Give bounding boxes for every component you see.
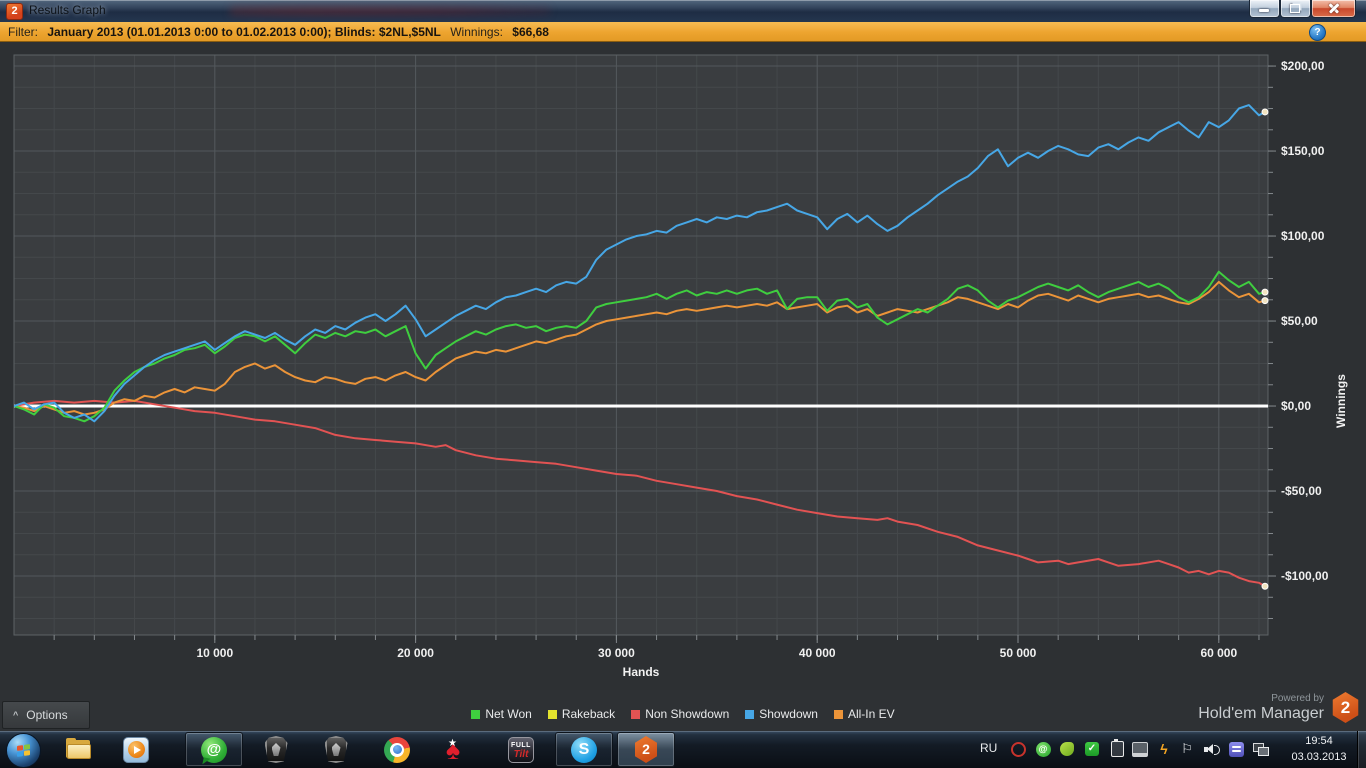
- taskbar-item-full-tilt[interactable]: FULL Tilt: [492, 732, 550, 767]
- action-center-flag-icon[interactable]: ⚐: [1181, 741, 1193, 756]
- close-button[interactable]: [1311, 0, 1356, 18]
- svg-text:$50,00: $50,00: [1281, 314, 1318, 328]
- volume-icon[interactable]: [1203, 741, 1220, 757]
- help-icon[interactable]: ?: [1309, 24, 1326, 41]
- minimize-button[interactable]: [1249, 0, 1280, 18]
- non-showdown-swatch-icon: [631, 709, 641, 719]
- green-leaf-tray-icon[interactable]: [1059, 741, 1075, 757]
- powered-by-brand[interactable]: Powered by Hold'em Manager 2: [1198, 692, 1360, 723]
- windows-logo-icon: [17, 744, 30, 757]
- taskbar-item-skype[interactable]: S: [555, 732, 613, 767]
- minimize-icon: [1259, 9, 1269, 12]
- winnings-value: $66,68: [512, 25, 549, 39]
- show-desktop-button[interactable]: [1357, 731, 1366, 768]
- pokerstars-spade-icon: ♠ ★: [445, 734, 461, 765]
- taskbar-clock[interactable]: 19:54 03.03.2013: [1280, 733, 1358, 765]
- mailru-agent-icon: @: [201, 736, 227, 763]
- filter-bar[interactable]: Filter: January 2013 (01.01.2013 0:00 to…: [0, 22, 1366, 42]
- taskbar-item-media-player[interactable]: [107, 732, 165, 767]
- chevron-up-icon: ^: [13, 710, 19, 720]
- powered-by-label: Powered by: [1271, 692, 1324, 704]
- world-of-tanks-icon: [324, 736, 348, 763]
- svg-text:10 000: 10 000: [196, 646, 233, 660]
- title-bar: 2 Results Graph: [0, 0, 1366, 22]
- full-tilt-icon: FULL Tilt: [508, 736, 534, 763]
- restore-icon: [1290, 4, 1300, 13]
- messenger-alert-tray-icon[interactable]: ϟ: [1160, 741, 1168, 757]
- skype-icon: S: [571, 736, 597, 763]
- update-check-tray-icon[interactable]: ✓: [1084, 741, 1100, 757]
- brand-name: Hold'em Manager: [1198, 704, 1324, 722]
- taskbar-item-world-of-tanks-2[interactable]: [307, 732, 365, 767]
- all-in-ev-swatch-icon: [833, 709, 843, 719]
- filter-value: January 2013 (01.01.2013 0:00 to 01.02.2…: [47, 25, 441, 39]
- svg-text:50 000: 50 000: [1000, 646, 1037, 660]
- holdem-manager-logo-icon: 2: [1332, 692, 1359, 723]
- x-axis-title: Hands: [622, 665, 660, 679]
- punto-switcher-tray-icon[interactable]: [1228, 741, 1244, 757]
- legend-item-all-in-ev[interactable]: All-In EV: [833, 707, 895, 721]
- window-title: Results Graph: [29, 3, 106, 17]
- rakeback-swatch-icon: [547, 709, 557, 719]
- language-indicator[interactable]: RU: [980, 741, 998, 755]
- svg-text:60 000: 60 000: [1200, 646, 1237, 660]
- holdem-manager-app-icon: 2: [6, 3, 23, 20]
- window-controls: [1249, 0, 1356, 18]
- mailru-tray-icon[interactable]: @: [1035, 741, 1051, 757]
- net-won-swatch-icon: [471, 709, 481, 719]
- legend-item-showdown[interactable]: Showdown: [745, 707, 818, 721]
- taskbar-item-pokerstars[interactable]: ♠ ★: [424, 732, 482, 767]
- svg-text:$200,00: $200,00: [1281, 59, 1325, 73]
- showdown-swatch-icon: [745, 709, 755, 719]
- legend-item-rakeback[interactable]: Rakeback: [547, 707, 615, 721]
- chart-legend: Net Won Rakeback Non Showdown Showdown A…: [0, 707, 1366, 721]
- bottom-bar: ^ Options Net Won Rakeback Non Showdown …: [0, 690, 1366, 731]
- svg-text:$150,00: $150,00: [1281, 144, 1325, 158]
- holdem-manager-icon: 2: [635, 736, 657, 763]
- clock-time: 19:54: [1305, 735, 1333, 747]
- options-label: Options: [26, 708, 68, 722]
- clock-date: 03.03.2013: [1291, 751, 1347, 763]
- taskbar-item-holdem-manager[interactable]: 2: [617, 732, 675, 767]
- taskbar-item-chrome[interactable]: [368, 732, 426, 767]
- y-axis-title: Winnings: [1334, 374, 1348, 428]
- winnings-label: Winnings:: [450, 25, 503, 39]
- network-tray-icon[interactable]: [1252, 741, 1269, 757]
- results-graph-window: 2 Results Graph Filter: January 2013 (01…: [0, 0, 1366, 731]
- media-player-icon: [123, 736, 149, 763]
- legend-item-non-showdown[interactable]: Non Showdown: [631, 707, 729, 721]
- options-button[interactable]: ^ Options: [2, 701, 90, 729]
- svg-text:30 000: 30 000: [598, 646, 635, 660]
- restore-button[interactable]: [1280, 0, 1311, 18]
- svg-text:$100,00: $100,00: [1281, 229, 1325, 243]
- results-graph-chart[interactable]: $200,00 $150,00 $100,00 $50,00 $0,00 -$50,00 -…: [0, 42, 1366, 690]
- svg-text:40 000: 40 000: [799, 646, 836, 660]
- svg-text:-$100,00: -$100,00: [1281, 569, 1329, 583]
- svg-text:20 000: 20 000: [397, 646, 434, 660]
- clipboard-tray-icon[interactable]: [1109, 739, 1125, 757]
- taskbar-item-mailru-agent[interactable]: @: [185, 732, 243, 767]
- svg-text:-$50,00: -$50,00: [1281, 484, 1322, 498]
- amd-tray-icon[interactable]: [1010, 741, 1026, 757]
- taskbar-item-world-of-tanks-1[interactable]: [247, 732, 305, 767]
- svg-text:$0,00: $0,00: [1281, 399, 1311, 413]
- world-of-tanks-icon: [264, 736, 288, 763]
- display-tray-icon[interactable]: [1132, 741, 1148, 757]
- chrome-icon: [384, 736, 410, 763]
- taskbar-item-explorer[interactable]: [50, 732, 108, 767]
- filter-label: Filter:: [8, 25, 38, 39]
- folder-icon: [66, 737, 92, 760]
- taskbar: @ ♠ ★ FULL Tilt S 2 RU @ ✓ ϟ ⚐ 19:54 03.03…: [0, 731, 1366, 768]
- start-button[interactable]: [6, 733, 41, 768]
- legend-item-net-won[interactable]: Net Won: [471, 707, 532, 721]
